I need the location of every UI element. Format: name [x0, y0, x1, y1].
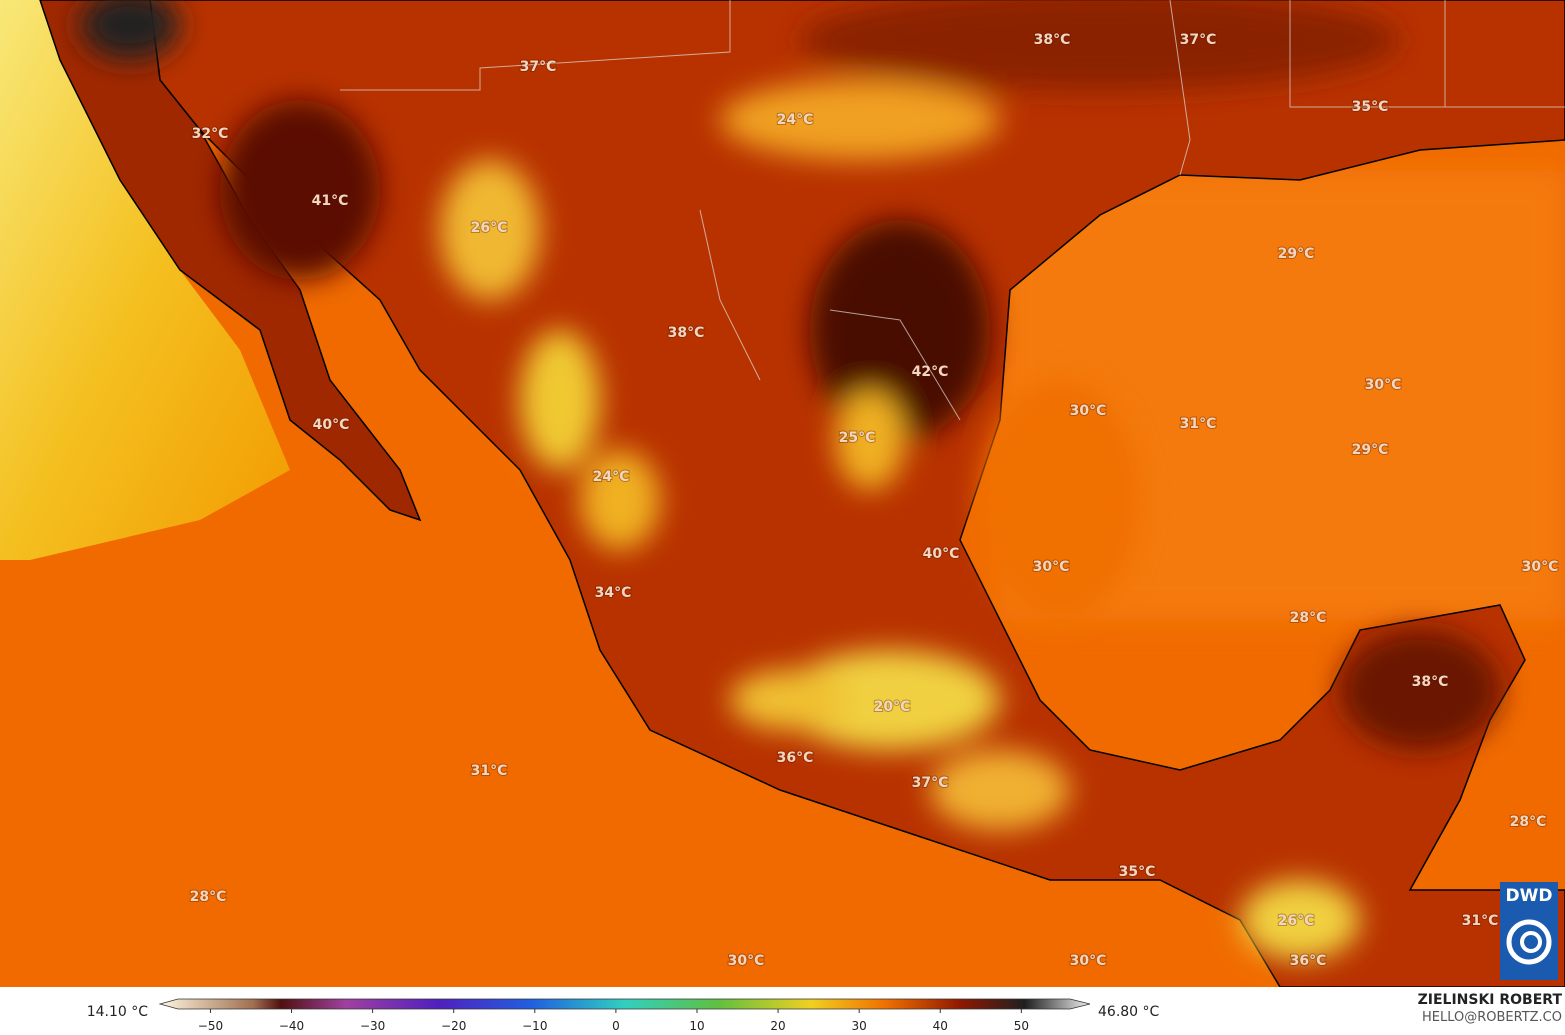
- temperature-label: 31°C: [471, 763, 508, 779]
- temperature-label: 30°C: [1070, 953, 1107, 969]
- temperature-label: 37°C: [912, 775, 949, 791]
- colorbar-tick-label: −40: [279, 1019, 304, 1033]
- colorbar-tick-label: 10: [689, 1019, 704, 1033]
- logo-text: DWD: [1506, 886, 1553, 906]
- credit-email: HELLO@ROBERTZ.CO: [1422, 1010, 1562, 1025]
- colorbar-tick-label: −30: [360, 1019, 385, 1033]
- colorbar-tick-label: 20: [770, 1019, 785, 1033]
- temperature-label: 28°C: [1510, 814, 1547, 830]
- temperature-label: 35°C: [1119, 864, 1156, 880]
- colorbar-tick-label: 0: [612, 1019, 620, 1033]
- temperature-label: 30°C: [1522, 559, 1559, 575]
- temperature-label: 24°C: [777, 112, 814, 128]
- temperature-label: 32°C: [192, 126, 229, 142]
- map-background: [0, 0, 1565, 988]
- temperature-label: 20°C: [874, 699, 911, 715]
- temperature-label: 31°C: [1462, 913, 1499, 929]
- temperature-label: 37°C: [1180, 32, 1217, 48]
- dwd-logo: DWD: [1500, 882, 1558, 980]
- colorbar: [158, 998, 1091, 1010]
- temperature-label: 38°C: [1034, 32, 1071, 48]
- temperature-label: 38°C: [1412, 674, 1449, 690]
- temperature-label: 35°C: [1352, 99, 1389, 115]
- temperature-label: 41°C: [312, 193, 349, 209]
- temperature-label: 30°C: [1033, 559, 1070, 575]
- temperature-label: 38°C: [668, 325, 705, 341]
- temperature-label: 28°C: [1290, 610, 1327, 626]
- temperature-label: 30°C: [1365, 377, 1402, 393]
- temperature-label: 30°C: [728, 953, 765, 969]
- logo-swirl: [1520, 931, 1542, 953]
- temperature-label: 36°C: [1290, 953, 1327, 969]
- temperature-label: 40°C: [313, 417, 350, 433]
- temperature-label: 29°C: [1278, 246, 1315, 262]
- colorbar-tick-label: −10: [522, 1019, 547, 1033]
- temperature-label: 36°C: [777, 750, 814, 766]
- colorbar-tick-label: −20: [441, 1019, 466, 1033]
- temperature-label: 24°C: [593, 469, 630, 485]
- temperature-label: 42°C: [912, 364, 949, 380]
- temperature-label: 28°C: [190, 889, 227, 905]
- temperature-label: 29°C: [1352, 442, 1389, 458]
- temperature-label: 25°C: [839, 430, 876, 446]
- temperature-label: 40°C: [923, 546, 960, 562]
- colorbar-max: 46.80 °C: [1098, 1004, 1160, 1020]
- temperature-label: 31°C: [1180, 416, 1217, 432]
- colorbar-tick-label: 40: [933, 1019, 948, 1033]
- colorbar-ticks: −50 −40 −30 −20 −10 0 10 20 30 40 50: [198, 1009, 1029, 1033]
- temperature-label: 37°C: [520, 59, 557, 75]
- temperature-labels: 37°C 38°C 37°C 35°C 24°C 32°C 41°C 26°C 29°C 38°C…: [189, 31, 1560, 970]
- colorbar-tick-label: 30: [852, 1019, 867, 1033]
- temperature-label: 26°C: [1278, 913, 1315, 929]
- colorbar-tick-label: 50: [1014, 1019, 1029, 1033]
- colorbar-tick-label: −50: [198, 1019, 223, 1033]
- footer: [0, 987, 1565, 1035]
- temperature-label: 34°C: [595, 585, 632, 601]
- colorbar-min: 14.10 °C: [87, 1004, 149, 1020]
- logo-swirl: [1506, 919, 1552, 965]
- credit-name: ZIELINSKI ROBERT: [1418, 992, 1563, 1008]
- temperature-label: 30°C: [1070, 403, 1107, 419]
- temperature-label: 26°C: [471, 220, 508, 236]
